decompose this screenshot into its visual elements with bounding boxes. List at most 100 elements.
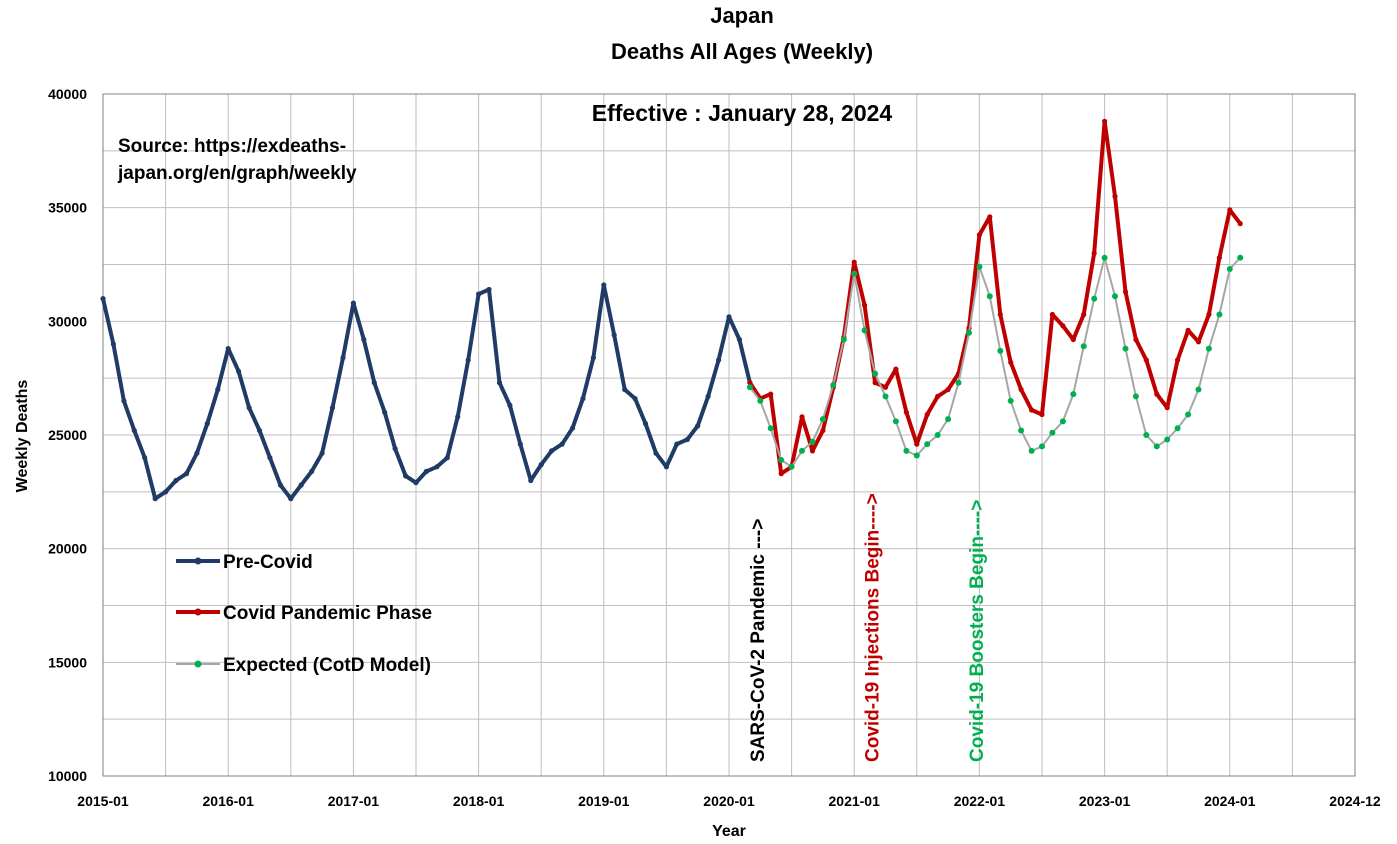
- x-tick-label: 2016-01: [203, 793, 255, 809]
- data-point-expected-cotd-model: [861, 327, 868, 334]
- data-point-expected-cotd-model: [1070, 391, 1077, 398]
- data-point-pre-covid: [580, 396, 586, 402]
- data-point-expected-cotd-model: [840, 336, 847, 343]
- data-point-covid-pandemic-phase: [1008, 359, 1014, 365]
- data-point-expected-cotd-model: [955, 379, 962, 386]
- legend-marker-covid-pandemic-phase: [194, 608, 202, 616]
- data-point-pre-covid: [642, 421, 649, 427]
- data-point-pre-covid: [632, 396, 638, 402]
- data-point-pre-covid: [622, 386, 628, 393]
- data-point-pre-covid: [601, 282, 607, 288]
- data-point-pre-covid: [611, 332, 617, 338]
- data-point-pre-covid: [403, 473, 409, 479]
- data-point-pre-covid: [340, 355, 346, 361]
- data-point-expected-cotd-model: [809, 438, 816, 445]
- annotation-label: Covid-19 Injections Begin---->: [863, 493, 884, 762]
- data-point-expected-cotd-model: [1174, 425, 1181, 432]
- annotation-label: SARS-CoV-2 Pandemic --->: [748, 519, 769, 762]
- data-point-covid-pandemic-phase: [1060, 323, 1066, 329]
- y-tick-label: 10000: [48, 768, 87, 784]
- data-point-expected-cotd-model: [1059, 418, 1066, 425]
- data-point-pre-covid: [716, 357, 722, 363]
- data-point-pre-covid: [653, 450, 659, 456]
- data-point-expected-cotd-model: [924, 441, 931, 448]
- data-point-covid-pandemic-phase: [1185, 327, 1191, 333]
- data-point-covid-pandemic-phase: [1133, 336, 1139, 343]
- data-point-expected-cotd-model: [1164, 436, 1171, 443]
- data-point-covid-pandemic-phase: [1206, 311, 1212, 318]
- data-point-pre-covid: [225, 346, 231, 352]
- data-point-covid-pandemic-phase: [945, 386, 951, 393]
- chart-subtitle: Deaths All Ages (Weekly): [611, 39, 873, 64]
- data-point-pre-covid: [392, 446, 398, 452]
- data-point-pre-covid: [486, 286, 492, 293]
- data-point-pre-covid: [434, 464, 440, 470]
- data-point-covid-pandemic-phase: [768, 391, 774, 397]
- data-point-expected-cotd-model: [1153, 443, 1160, 450]
- data-point-covid-pandemic-phase: [1049, 311, 1055, 318]
- data-point-expected-cotd-model: [767, 425, 774, 432]
- data-point-expected-cotd-model: [1185, 411, 1192, 418]
- data-point-expected-cotd-model: [819, 416, 826, 423]
- x-tick-label: 2017-01: [328, 793, 380, 809]
- data-point-covid-pandemic-phase: [1039, 411, 1045, 418]
- data-point-pre-covid: [163, 489, 169, 495]
- data-point-covid-pandemic-phase: [893, 366, 899, 372]
- data-point-expected-cotd-model: [851, 270, 858, 277]
- legend-item-covid-pandemic-phase: Covid Pandemic Phase: [176, 603, 432, 624]
- x-axis-label: Year: [712, 823, 746, 840]
- data-point-pre-covid: [476, 291, 482, 297]
- data-point-expected-cotd-model: [778, 457, 785, 463]
- data-point-covid-pandemic-phase: [872, 380, 878, 386]
- data-point-pre-covid: [183, 471, 190, 477]
- data-point-expected-cotd-model: [1143, 432, 1150, 438]
- data-point-covid-pandemic-phase: [903, 409, 910, 415]
- data-point-expected-cotd-model: [1216, 311, 1223, 318]
- data-point-pre-covid: [194, 450, 200, 456]
- data-point-expected-cotd-model: [913, 452, 920, 459]
- data-point-pre-covid: [350, 300, 356, 306]
- legend-item-pre-covid: Pre-Covid: [176, 552, 313, 573]
- y-tick-label: 15000: [48, 654, 87, 670]
- data-point-covid-pandemic-phase: [778, 471, 784, 477]
- data-point-covid-pandemic-phase: [1070, 336, 1076, 343]
- y-tick-label: 20000: [48, 541, 87, 557]
- data-point-covid-pandemic-phase: [1175, 357, 1181, 363]
- data-point-expected-cotd-model: [1080, 343, 1087, 350]
- data-point-expected-cotd-model: [903, 447, 910, 454]
- x-tick-label: 2024-01: [1204, 793, 1256, 809]
- annotation-label: Covid-19 Boosters Begin---->: [967, 500, 988, 762]
- data-point-expected-cotd-model: [892, 418, 899, 425]
- legend-item-expected: Expected (CotD Model): [176, 655, 431, 676]
- data-point-pre-covid: [121, 398, 127, 404]
- data-point-expected-cotd-model: [1205, 345, 1212, 352]
- data-point-pre-covid: [110, 341, 116, 347]
- data-point-pre-covid: [319, 450, 325, 456]
- data-point-covid-pandemic-phase: [1112, 193, 1118, 199]
- data-point-expected-cotd-model: [966, 329, 972, 336]
- data-point-pre-covid: [695, 423, 701, 429]
- data-point-expected-cotd-model: [1226, 266, 1233, 272]
- data-point-expected-cotd-model: [1112, 293, 1118, 300]
- data-point-pre-covid: [382, 409, 388, 415]
- data-point-pre-covid: [246, 405, 252, 411]
- data-point-covid-pandemic-phase: [747, 380, 753, 386]
- effective-date-label: Effective : January 28, 2024: [592, 100, 893, 126]
- data-point-covid-pandemic-phase: [1081, 311, 1087, 318]
- x-tick-label: 2022-01: [954, 793, 1006, 809]
- data-point-covid-pandemic-phase: [997, 311, 1003, 318]
- data-point-expected-cotd-model: [1237, 254, 1244, 261]
- series-covid-pandemic-phase: [747, 118, 1243, 477]
- data-point-covid-pandemic-phase: [799, 414, 805, 420]
- data-point-pre-covid: [413, 480, 419, 486]
- data-point-pre-covid: [173, 477, 179, 484]
- data-point-pre-covid: [559, 441, 565, 447]
- data-point-pre-covid: [538, 462, 544, 468]
- data-point-pre-covid: [528, 477, 534, 484]
- x-tick-label: 2018-01: [453, 793, 505, 809]
- data-point-expected-cotd-model: [934, 432, 941, 438]
- data-point-pre-covid: [549, 448, 555, 454]
- data-point-pre-covid: [705, 393, 711, 399]
- data-point-pre-covid: [215, 386, 221, 393]
- data-point-expected-cotd-model: [788, 463, 795, 470]
